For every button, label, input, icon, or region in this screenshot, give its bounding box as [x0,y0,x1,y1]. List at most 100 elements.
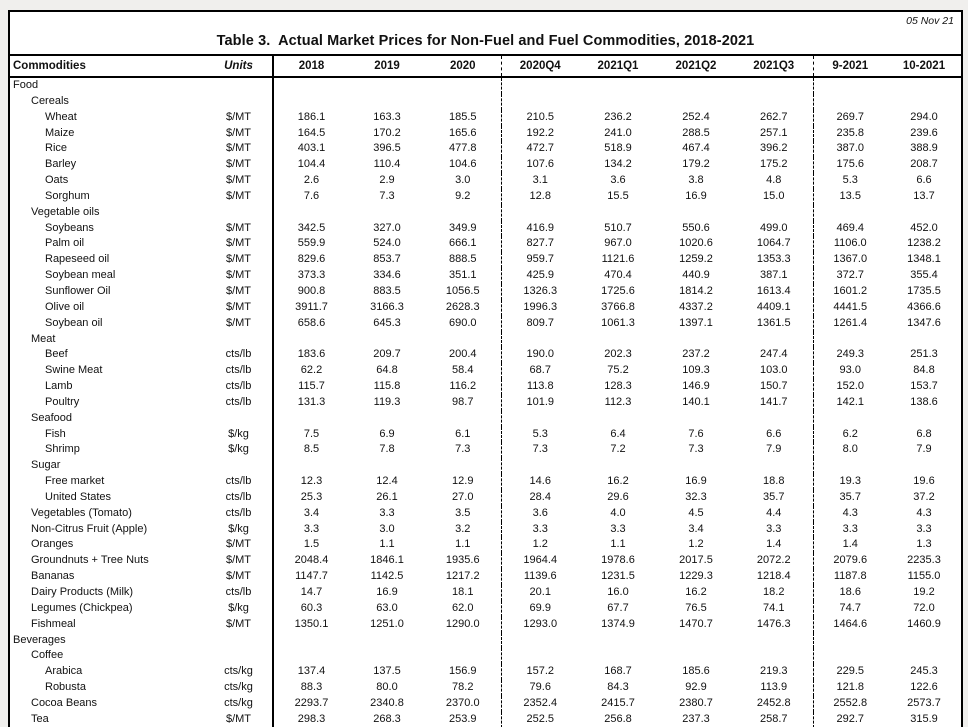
value-cell: 351.1 [425,268,502,284]
value-cell: 237.3 [682,712,710,725]
value-cell: 2573.7 [907,696,941,709]
value-cell: 241.0 [604,126,632,139]
commodity-label: Free market [45,475,105,488]
value-cell: 64.8 [376,364,398,377]
value-cell: 134.2 [604,158,632,171]
value-cell [735,632,814,649]
value-cell: 658.6 [297,316,326,329]
commodity-label: Arabica [45,665,83,678]
commodity-label: Meat [31,332,56,345]
value-cell [657,77,735,94]
value-cell: 645.3 [373,316,401,329]
value-cell: 1.1 [425,537,502,554]
unit-cell: $/MT [205,299,274,316]
col-header-2021q2: 2021Q2 [657,54,735,78]
value-cell: 452.0 [910,221,938,234]
col-header-2021q1: 2021Q1 [579,54,657,78]
value-cell: 109.3 [682,364,710,377]
value-cell: 1964.4 [523,554,558,567]
value-cell: 1261.4 [833,316,868,329]
value-cell [735,410,814,427]
value-cell: 7.9 [916,443,932,456]
value-cell: 116.2 [425,379,502,395]
value-cell [813,648,887,664]
commodity-label: Groundnuts + Tree Nuts [31,554,149,567]
value-cell: 7.6 [303,189,320,202]
commodity-label: Seafood [31,411,72,424]
table-row: Vegetable oils [10,204,961,221]
value-cell: 1293.0 [523,617,558,630]
value-cell: 2370.0 [425,695,502,712]
table-row: Swine Meat cts/lb 62.2 64.8 58.4 68.7 75.2 109.… [10,363,961,380]
table-row: Soybeans $/MT 342.5 327.0 349.9 416.9 510.7 550… [10,220,961,237]
commodity-label: Fish [45,427,66,440]
value-cell: 12.8 [529,189,551,202]
value-cell: 18.6 [839,586,861,598]
table-row: Oats $/MT 2.6 2.9 3.0 3.1 3.6 3.8 4.8 5.3 6.6 [10,173,961,189]
value-cell: 2352.4 [523,696,558,709]
value-cell: 1147.7 [295,570,328,583]
value-cell: 112.3 [604,395,632,408]
table-row: Seafood [10,410,961,427]
table-row: Meat [10,331,961,348]
value-cell: 138.6 [910,395,938,408]
value-cell: 16.2 [607,475,629,488]
value-cell: 1350.1 [294,617,329,630]
value-cell: 115.8 [373,380,401,393]
value-cell: 7.3 [688,443,704,456]
commodity-label: Lamb [45,380,73,393]
value-cell [887,648,961,664]
table-row: Soybean oil $/MT 658.6 645.3 690.0 809.7 1061.… [10,315,961,332]
table-row: Soybean meal $/MT 373.3 334.6 351.1 425.9 470.… [10,268,961,284]
value-cell: 3.3 [610,522,626,535]
value-cell: 200.4 [425,347,502,364]
table-row: Non-Citrus Fruit (Apple) $/kg 3.3 3.0 3.2 3.3… [10,521,961,538]
value-cell [501,332,579,348]
value-cell: 78.2 [425,680,502,696]
value-cell: 4366.6 [907,300,941,313]
value-cell [735,648,814,665]
value-cell: 113.9 [735,680,814,696]
value-cell: 550.6 [682,221,710,234]
value-cell: 1155.0 [907,570,941,583]
unit-cell: cts/kg [205,680,274,696]
table-row: Rice $/MT 403.1 396.5 477.8 472.7 518.9 467.4 39… [10,141,961,158]
value-cell: 1735.5 [907,284,941,297]
value-cell: 1020.6 [679,237,713,250]
unit-cell: $/MT [205,537,274,554]
value-cell: 235.8 [836,126,865,139]
value-cell: 7.3 [532,443,548,456]
value-cell [657,332,735,348]
value-cell [273,77,349,94]
value-cell: 1326.3 [523,284,558,297]
value-cell: 292.7 [836,712,865,725]
table-row: Beverages [10,632,961,649]
value-cell [813,633,887,649]
value-cell: 103.0 [735,363,814,380]
value-cell [349,458,425,474]
value-cell [349,633,425,649]
value-cell: 140.1 [682,395,710,408]
value-cell: 7.9 [735,442,814,459]
value-cell: 3.3 [735,521,814,538]
table-row: Food [10,77,961,94]
value-cell: 12.4 [376,475,398,488]
value-cell: 107.6 [526,158,555,171]
value-cell: 967.0 [604,237,632,250]
unit-cell [205,93,274,110]
unit-cell: $/MT [205,188,274,205]
value-cell: 186.1 [297,110,326,123]
value-cell: 101.9 [526,395,555,408]
col-header-2020q4: 2020Q4 [501,54,579,78]
value-cell: 157.2 [526,665,555,678]
value-cell [273,458,349,474]
value-cell: 28.4 [529,490,551,503]
value-cell: 1846.1 [370,554,404,567]
value-cell: 190.0 [526,348,555,361]
value-cell: 2380.7 [679,696,713,709]
unit-cell: cts/lb [205,394,274,411]
value-cell: 252.5 [526,712,555,725]
value-cell [425,458,502,475]
value-cell: 7.3 [425,442,502,459]
value-cell [657,648,735,664]
